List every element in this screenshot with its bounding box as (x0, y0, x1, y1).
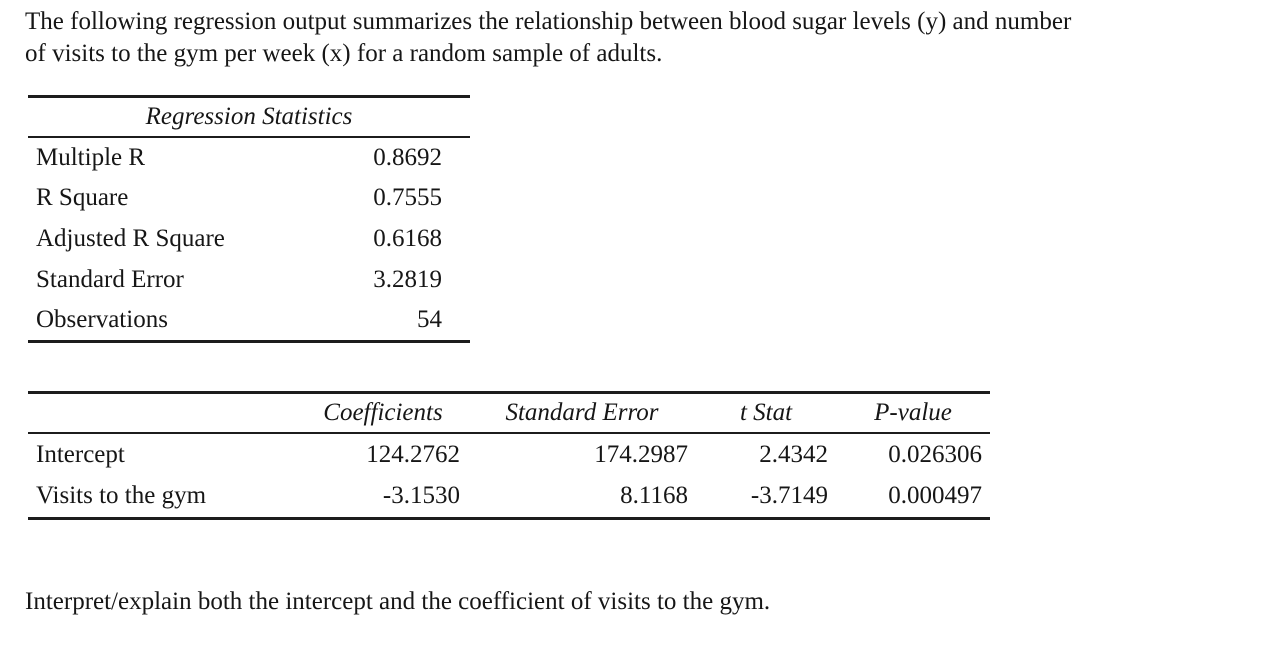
table-row: Intercept 124.2762 174.2987 2.4342 0.026… (28, 433, 990, 476)
stat-label: Observations (36, 306, 168, 334)
regression-statistics-title: Regression Statistics (28, 96, 471, 138)
intro-line-2: of visits to the gym per week (x) for a … (25, 40, 663, 67)
table-row: R Square 0.7555 (28, 178, 470, 219)
stat-value: 3.2819 (373, 266, 443, 293)
standard-error-value: 174.2987 (594, 440, 688, 468)
stat-label: R Square (36, 184, 129, 211)
stat-value: 0.8692 (373, 143, 443, 171)
t-stat-value: 2.4342 (759, 440, 828, 468)
p-value-value: 0.026306 (888, 440, 982, 468)
stat-value: 54 (417, 306, 443, 334)
question-paragraph: Interpret/explain both the intercept and… (25, 588, 771, 615)
coefficients-header-row: Coefficients Standard Error t Stat P-val… (28, 392, 990, 434)
stat-label: Standard Error (36, 266, 184, 293)
stat-label: Adjusted R Square (36, 225, 225, 252)
column-header-standard-error: Standard Error (468, 392, 696, 434)
row-label: Visits to the gym (36, 482, 207, 510)
p-value-value: 0.000497 (888, 482, 982, 510)
row-label: Intercept (36, 440, 125, 468)
column-header-p-value: P-value (836, 392, 990, 434)
regression-statistics-header-row: Regression Statistics (28, 96, 471, 138)
intro-paragraph: The following regression output summariz… (25, 6, 1071, 70)
stat-value: 0.6168 (373, 225, 443, 252)
regression-statistics-table: Regression Statistics Multiple R 0.8692 … (28, 95, 471, 343)
t-stat-value: -3.7149 (750, 482, 828, 510)
table-row: Observations 54 (28, 301, 470, 342)
table-row: Standard Error 3.2819 (28, 260, 470, 301)
table-row: Visits to the gym -3.1530 8.1168 -3.7149… (28, 476, 990, 519)
column-header-coefficients: Coefficients (298, 392, 468, 434)
table-row: Multiple R 0.8692 (28, 137, 470, 178)
standard-error-value: 8.1168 (620, 482, 688, 510)
stat-label: Multiple R (36, 143, 146, 171)
coefficient-value: 124.2762 (366, 440, 460, 468)
column-header-label (28, 392, 298, 434)
intro-line-1: The following regression output summariz… (25, 8, 1072, 35)
column-header-t-stat: t Stat (696, 392, 836, 434)
table-row: Adjusted R Square 0.6168 (28, 219, 470, 260)
coefficients-table: Coefficients Standard Error t Stat P-val… (28, 391, 990, 520)
stat-value: 0.7555 (373, 184, 443, 211)
coefficient-value: -3.1530 (382, 482, 460, 510)
